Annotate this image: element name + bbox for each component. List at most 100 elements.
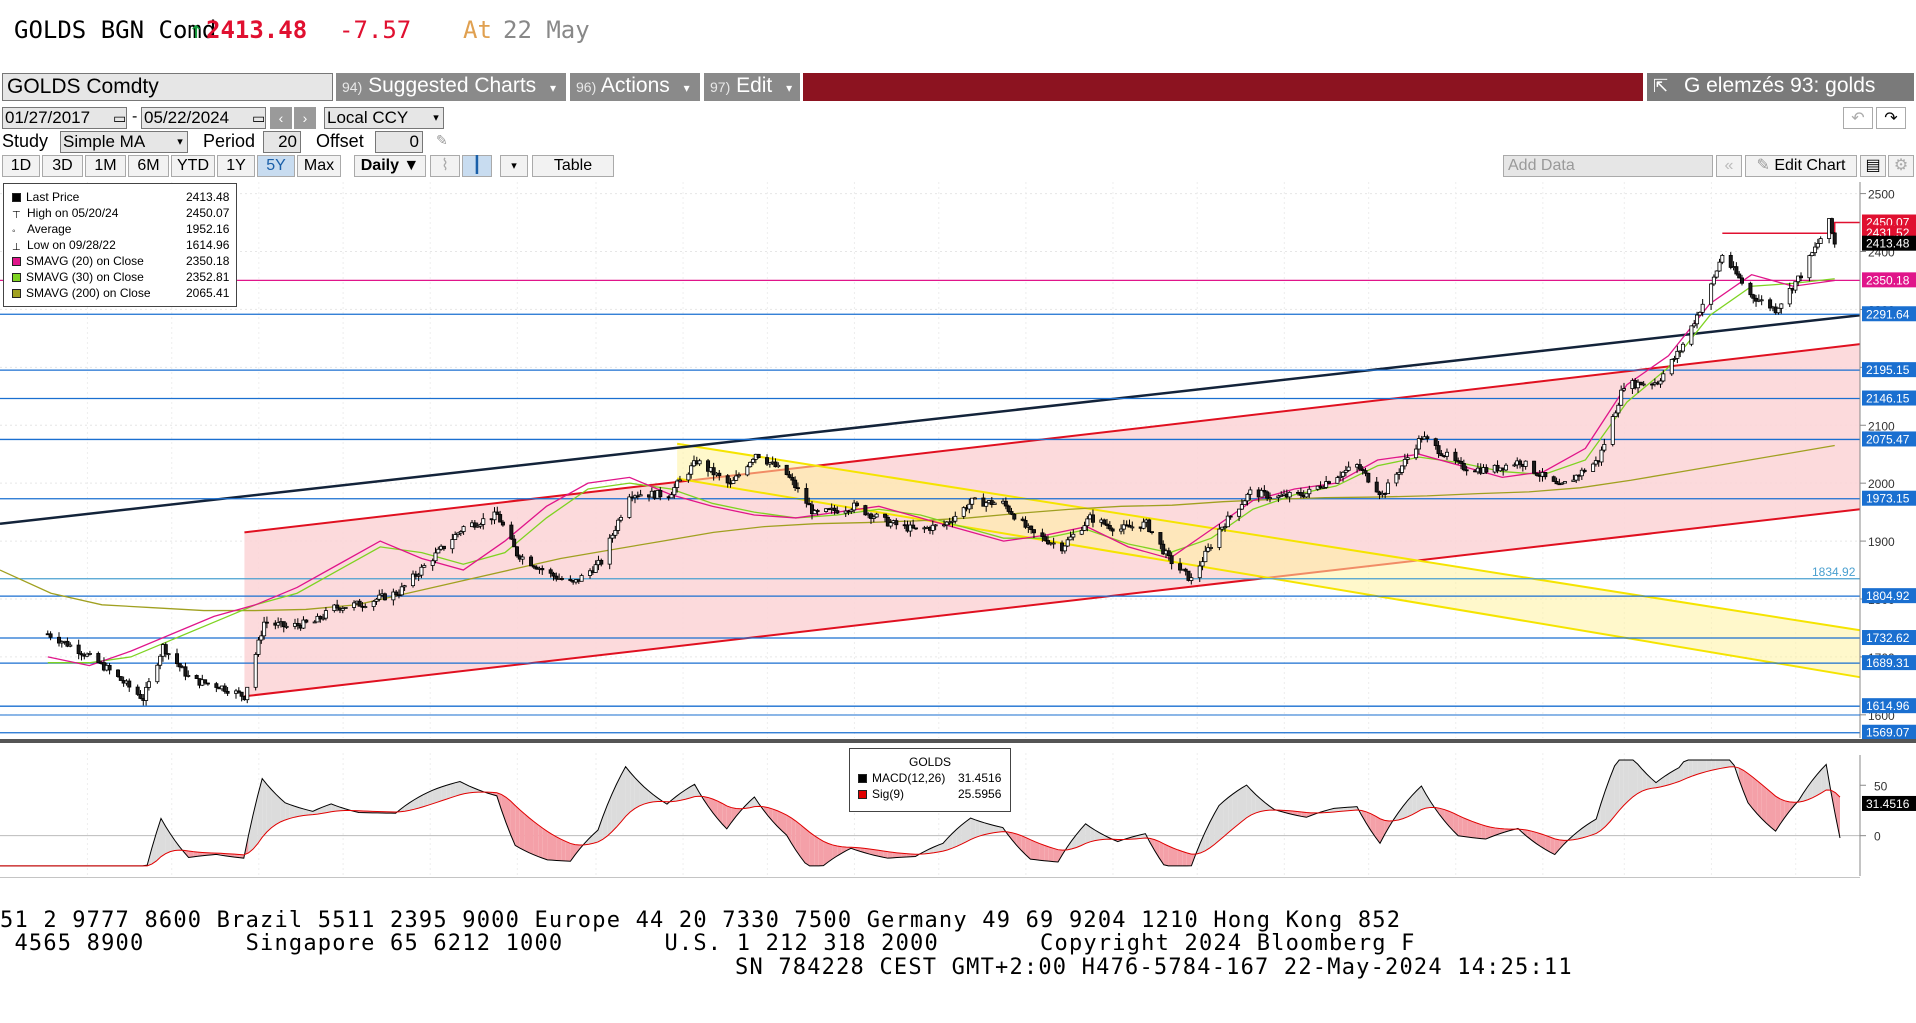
frequency-select[interactable]: Daily ▼ <box>354 155 426 177</box>
security-field[interactable]: GOLDS Comdty <box>2 73 333 101</box>
candle-body <box>734 475 739 481</box>
candle-body <box>793 479 798 489</box>
macd-tick-label: 50 <box>1874 779 1888 793</box>
candle-body <box>1105 523 1110 526</box>
ticker-label: GOLDS BGN Comd <box>14 16 217 44</box>
caret-down-icon[interactable]: ▾ <box>433 112 439 124</box>
candle-body <box>253 654 258 688</box>
candle-body <box>756 453 761 459</box>
next-range-button[interactable]: › <box>294 107 316 129</box>
range-tab-3d[interactable]: 3D <box>42 155 83 177</box>
add-data-field[interactable]: Add Data <box>1503 155 1713 177</box>
redo-icon[interactable]: ↷ <box>1876 107 1906 129</box>
date-separator: - <box>132 108 138 125</box>
candle-body <box>1602 444 1607 451</box>
macd-histogram-fill <box>938 843 943 853</box>
analysis-title[interactable]: ⇱ G elemzés 93: golds <box>1647 73 1914 101</box>
candle-body <box>411 573 416 587</box>
level-tag <box>1862 630 1916 646</box>
caret-down-icon[interactable]: ▾ <box>177 136 183 148</box>
candle-body <box>1444 451 1449 457</box>
range-tab-1m[interactable]: 1M <box>85 155 126 177</box>
macd-histogram-fill <box>1472 821 1477 839</box>
macd-histogram-fill <box>855 847 861 852</box>
macd-histogram-fill <box>570 843 575 862</box>
range-tab-1d[interactable]: 1D <box>2 155 40 177</box>
range-tab-ytd[interactable]: YTD <box>171 155 215 177</box>
macd-histogram-fill <box>1163 843 1169 866</box>
chart-style-icon[interactable]: ┃ <box>462 155 492 177</box>
actions-dropdown[interactable]: 96) Actions ▾ <box>570 73 700 101</box>
candle-body <box>340 608 345 611</box>
level-tag-label: 1614.96 <box>1866 699 1910 713</box>
candle-body <box>1425 436 1430 440</box>
range-tab-1y[interactable]: 1Y <box>217 155 255 177</box>
start-date-field[interactable]: 01/27/2017 <box>2 107 127 129</box>
macd-histogram-fill <box>1495 827 1500 836</box>
table-button[interactable]: Table <box>532 155 614 177</box>
candle-body <box>1571 479 1576 482</box>
macd-histogram-fill <box>809 832 815 866</box>
candle-body <box>1245 493 1250 502</box>
suggested-charts-dropdown[interactable]: 94) Suggested Charts ▾ <box>336 73 566 101</box>
macd-histogram-fill <box>1021 835 1026 855</box>
candle-body <box>155 664 160 683</box>
macd-histogram-fill <box>151 832 157 865</box>
candle-body <box>1082 525 1087 531</box>
legend-row: ⊥ Low on 09/28/22 1614.96 <box>12 238 232 253</box>
macd-histogram-fill <box>1361 810 1367 824</box>
candle-body <box>967 503 972 510</box>
edit-chart-button[interactable]: ✎ Edit Chart <box>1745 155 1857 177</box>
caret-down-icon: ▾ <box>683 81 690 95</box>
range-tab-max[interactable]: Max <box>297 155 341 177</box>
candle-body <box>312 621 317 624</box>
end-date-field[interactable]: 05/22/2024 <box>141 107 266 129</box>
macd-histogram-fill <box>1761 784 1767 824</box>
candle-body <box>1574 474 1579 481</box>
study-select[interactable]: Simple MA <box>60 131 188 153</box>
range-tab-5y[interactable]: 5Y <box>257 155 295 177</box>
edit-dropdown[interactable]: 97) Edit ▾ <box>704 73 800 101</box>
chart-type-icon[interactable]: ⌇ <box>430 155 460 177</box>
macd-histogram-fill <box>1623 760 1629 806</box>
level-tag-label: 1804.92 <box>1866 589 1910 603</box>
candle-body <box>1433 438 1438 447</box>
undo-icon[interactable]: ↶ <box>1843 107 1873 129</box>
chevron-left-icon[interactable]: « <box>1716 155 1742 177</box>
candle-body <box>1534 472 1539 476</box>
macd-histogram-fill <box>1265 802 1270 811</box>
calendar-icon[interactable]: ▭ <box>113 110 127 126</box>
candle-body <box>1189 577 1194 581</box>
legend-square-icon <box>12 273 21 282</box>
macd-histogram-fill <box>1614 760 1620 817</box>
prev-range-button[interactable]: ‹ <box>270 107 292 129</box>
candle-body <box>677 479 682 482</box>
macd-histogram-fill <box>1715 760 1721 770</box>
candle-body <box>430 560 435 566</box>
range-tab-6m[interactable]: 6M <box>128 155 169 177</box>
edit-num: 97) <box>710 79 731 95</box>
caret-down-icon[interactable]: ▾ <box>500 155 528 177</box>
offset-field[interactable]: 0 <box>375 131 423 153</box>
macd-histogram-fill <box>966 818 971 842</box>
macd-histogram-fill <box>1090 827 1095 842</box>
candle-body <box>736 474 741 477</box>
candle-body <box>1360 468 1365 471</box>
macd-histogram-fill <box>1637 764 1643 794</box>
macd-histogram-fill <box>1182 851 1187 866</box>
pencil-icon[interactable]: ✎ <box>436 132 448 148</box>
candle-body <box>284 625 289 628</box>
legend-row: SMAVG (20) on Close 2350.18 <box>12 254 232 268</box>
candle-body <box>475 525 480 528</box>
macd-histogram-fill <box>1757 780 1762 819</box>
macd-histogram-fill <box>979 821 985 836</box>
legend-average-marker-icon: ◦ <box>12 226 16 237</box>
gear-icon[interactable]: ⚙ <box>1888 155 1914 177</box>
level-tag <box>1862 431 1916 447</box>
currency-select[interactable]: Local CCY <box>324 107 444 129</box>
macd-histogram-fill <box>1458 815 1463 837</box>
candle-body <box>1326 481 1331 484</box>
period-field[interactable]: 20 <box>263 131 301 153</box>
calendar-icon[interactable]: ▭ <box>252 110 266 126</box>
chart-settings-icon[interactable]: ▤ <box>1860 155 1886 177</box>
